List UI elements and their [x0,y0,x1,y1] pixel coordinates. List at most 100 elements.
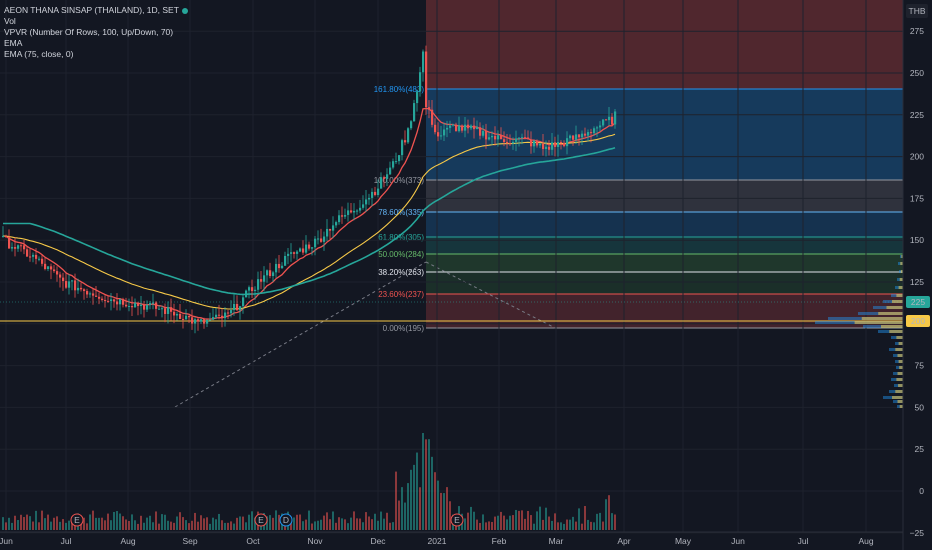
candle-body [101,298,104,301]
candle-body [287,253,290,256]
volume-bar [371,519,373,530]
volume-bar [86,523,88,530]
volume-bar [470,506,472,530]
fib-zone-5 [426,254,903,272]
vpvr-row-up [895,348,903,351]
volume-bar [419,487,421,530]
event-marker-icon[interactable] [70,513,84,527]
event-marker-icon[interactable] [450,513,464,527]
candle-body [542,143,545,150]
legend-ema[interactable]: EMA [4,38,23,48]
candle-body [137,302,140,307]
candle-body [509,143,512,145]
volume-bar [323,515,325,530]
time-tick-label: Oct [246,536,260,546]
candle-body [314,238,317,248]
candle-body [248,287,251,291]
volume-bar [332,511,334,530]
time-tick-label: Jul [798,536,809,546]
candle-body [368,197,371,200]
candle-body [38,258,41,260]
legend-ema-75[interactable]: EMA (75, close, 0) [4,49,74,59]
candle-body [383,177,386,179]
event-marker-icon[interactable] [279,513,293,527]
legend-symbol[interactable]: AEON THANA SINSAP (THAILAND), 1D, SET [4,5,188,16]
candle-body [398,155,401,162]
volume-bar [26,514,28,530]
volume-bar [491,521,493,530]
volume-bar [542,519,544,530]
volume-bar [434,472,436,530]
price-axis-bg [903,0,932,550]
candle-body [557,142,560,147]
candlesticks[interactable] [2,45,617,334]
vpvr-row-up [892,300,903,303]
candle-body [464,124,467,131]
legend-volume[interactable]: Vol [4,16,16,26]
volume-bar [518,510,520,530]
event-marker-label: E [454,515,460,525]
volume-bar [437,480,439,530]
time-tick-label: Jun [731,536,745,546]
volume-bar [467,512,469,530]
current-price-label: 225 [911,297,925,307]
fibonacci-extension[interactable]: 161.80%(483) 100.00%(373) 78.60%(335) 61.80… [174,0,903,408]
candle-body [539,143,542,146]
candle-body [59,274,62,278]
candle-body [200,319,203,322]
volume-bar [545,507,547,530]
candle-body [593,128,596,134]
candle-body [578,134,581,138]
time-tick-label: Dec [370,536,386,546]
candle-body [134,302,137,308]
volume-bar [572,516,574,530]
volume-profile [815,255,903,408]
vpvr-row-up [881,325,903,328]
fib-level-label: 23.60%(237) [378,290,424,299]
volume-bar [155,511,157,530]
candle-body [473,125,476,130]
volume-bar [356,518,358,530]
candle-body [455,124,458,132]
candle-body [35,254,38,259]
vpvr-row-up [900,262,903,265]
volume-bar [563,523,565,530]
candle-body [50,266,53,270]
vpvr-row-up [898,286,903,289]
event-marker-icon[interactable] [254,513,268,527]
volume-bar [311,523,313,530]
volume-bar [35,510,37,530]
volume-bar [182,517,184,530]
candle-body [89,293,92,295]
level-price-badge [906,315,930,327]
candle-body [143,304,146,310]
candle-body [125,304,128,307]
volume-bar [293,517,295,530]
candle-body [65,281,68,288]
candle-body [422,51,425,73]
volume-bar [254,517,256,530]
volume-bar [248,514,250,530]
price-tick-label: 125 [910,277,924,287]
candle-body [236,303,239,311]
volume-bar [515,509,517,530]
vpvr-row-up [899,405,903,408]
vpvr-row-up [897,372,903,375]
currency-badge[interactable] [906,4,928,18]
candle-body [98,296,101,299]
candle-body [500,135,503,140]
candle-body [167,307,170,314]
candle-body [290,252,293,254]
candle-body [380,177,383,189]
volume-bar [350,517,352,530]
time-tick-label: May [675,536,692,546]
time-tick-label: Aug [858,536,873,546]
legend-vpvr[interactable]: VPVR (Number Of Rows, 100, Up/Down, 70) [4,27,174,37]
candle-body [356,210,359,212]
volume-bar [305,519,307,530]
candle-body [404,140,407,143]
volume-bar [443,493,445,530]
